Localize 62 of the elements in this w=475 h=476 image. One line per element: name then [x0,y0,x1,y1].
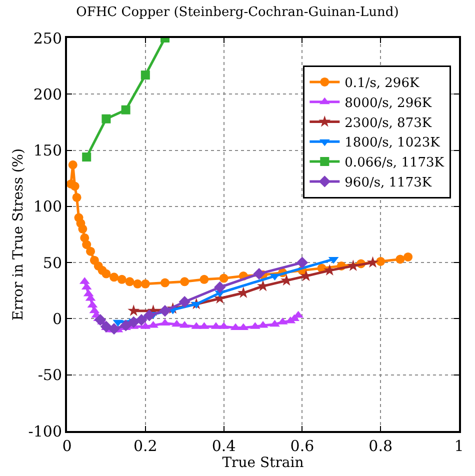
legend-label: 960/s, 1173K [344,176,432,191]
point [94,314,106,326]
x-tick-label: 0.2 [133,437,158,455]
legend-label: 1800/s, 1023K [344,136,440,151]
point [120,320,132,332]
point [396,254,405,264]
x-tick-label: 0.8 [368,437,393,455]
point [70,182,80,191]
point [82,240,92,250]
y-tick-label: -50 [38,366,62,384]
y-tick-label: 150 [33,142,62,160]
point [214,281,226,294]
y-tick-label: 100 [33,198,62,216]
point [159,305,171,317]
chart-title: OFHC Copper (Steinberg-Cochran-Guinan-Lund) [76,5,399,20]
point [108,322,120,335]
point [404,252,413,262]
point [200,274,209,284]
point [180,277,190,286]
point [140,70,150,80]
point [140,279,150,288]
point [148,320,158,328]
y-tick-label: 0 [52,310,62,328]
point [178,296,190,308]
point [68,160,78,170]
point [128,316,140,328]
point [376,256,386,266]
y-tick-label: -100 [28,422,62,440]
point [136,314,148,326]
point [296,256,308,268]
point [133,279,142,288]
point [78,224,88,234]
point [160,278,170,288]
point [86,246,96,256]
point [102,269,111,278]
legend-label: 8000/s, 296K [344,96,432,111]
x-tick-label: 0.6 [290,437,314,455]
y-tick-label: 50 [42,254,62,272]
point [72,192,82,202]
point [143,310,156,322]
point [125,277,134,286]
point [219,274,228,283]
point [121,105,130,114]
legend-label: 0.066/s, 1173K [344,156,444,171]
point [100,320,112,332]
x-tick-label: 1 [454,437,464,455]
x-axis-title: True Strain [222,455,304,471]
point [270,320,280,327]
point [102,114,111,124]
y-tick-label: 250 [33,29,62,48]
y-axis-title: Error in True Stress (%) [10,148,26,321]
point [172,320,182,327]
point [110,272,119,282]
point [253,268,265,280]
point [82,152,92,162]
y-tick-label: 200 [33,85,62,104]
point [117,274,126,284]
point [366,256,379,268]
legend-label: 0.1/s, 296K [344,76,420,92]
point [128,304,140,316]
x-tick-label: 0.4 [212,437,236,455]
legend-label: 2300/s, 873K [344,116,432,131]
